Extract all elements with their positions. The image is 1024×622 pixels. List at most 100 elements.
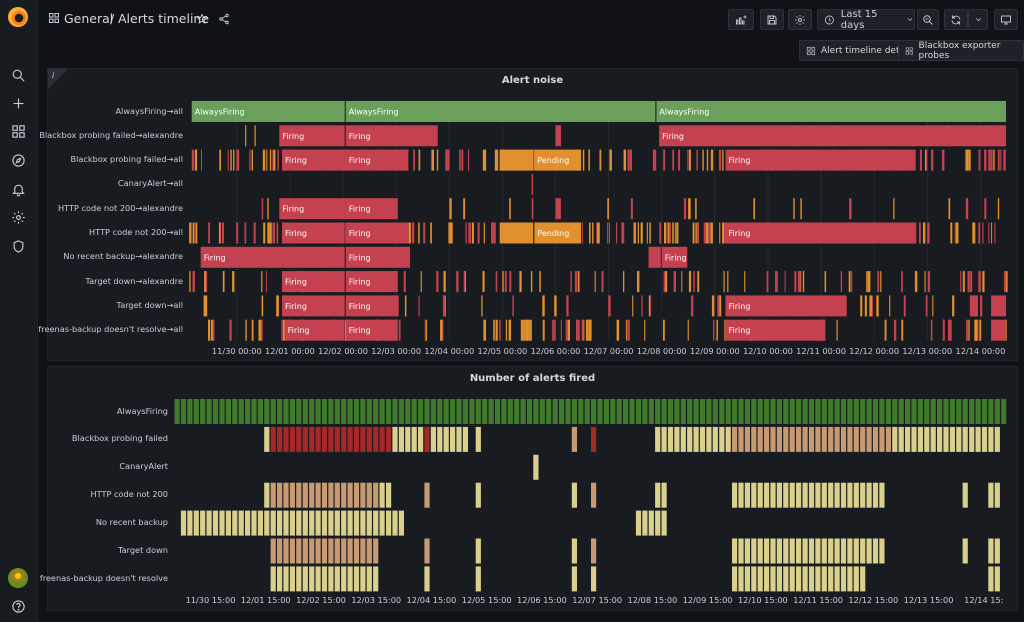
count-cell[interactable] (930, 399, 936, 424)
count-cell[interactable] (834, 566, 840, 592)
count-cell[interactable] (264, 399, 270, 424)
state-tick[interactable] (880, 271, 882, 293)
count-cell[interactable] (334, 510, 340, 536)
state-tick[interactable] (482, 271, 485, 293)
state-tick[interactable] (967, 271, 970, 293)
state-span[interactable] (661, 246, 688, 268)
count-cell[interactable] (475, 482, 481, 508)
count-cell[interactable] (488, 399, 494, 424)
state-tick[interactable] (648, 295, 651, 317)
count-cell[interactable] (655, 510, 661, 536)
count-cell[interactable] (988, 399, 994, 424)
state-tick[interactable] (991, 149, 993, 171)
count-cell[interactable] (834, 399, 840, 424)
state-tick[interactable] (205, 295, 208, 317)
count-cell[interactable] (738, 426, 744, 452)
state-tick[interactable] (871, 295, 873, 317)
state-tick[interactable] (493, 319, 495, 341)
state-tick[interactable] (418, 149, 421, 171)
state-tick[interactable] (582, 149, 585, 171)
count-cell[interactable] (994, 566, 1000, 592)
count-cell[interactable] (462, 399, 468, 424)
count-cell[interactable] (289, 426, 295, 452)
count-cell[interactable] (251, 510, 257, 536)
state-tick[interactable] (902, 319, 904, 341)
count-cell[interactable] (366, 482, 372, 508)
count-cell[interactable] (661, 426, 667, 452)
state-span[interactable] (284, 319, 345, 341)
state-tick[interactable] (978, 149, 981, 171)
count-cell[interactable] (392, 510, 398, 536)
state-tick[interactable] (447, 149, 450, 171)
state-tick[interactable] (710, 222, 713, 244)
state-tick[interactable] (218, 222, 221, 244)
state-tick[interactable] (237, 149, 240, 171)
state-tick[interactable] (254, 125, 256, 147)
count-cell[interactable] (821, 482, 827, 508)
count-cell[interactable] (341, 399, 347, 424)
count-cell[interactable] (321, 426, 328, 452)
state-tick[interactable] (499, 319, 501, 341)
count-cell[interactable] (257, 510, 263, 536)
count-cell[interactable] (796, 566, 802, 592)
count-cell[interactable] (949, 399, 955, 424)
state-tick[interactable] (672, 149, 675, 171)
state-tick[interactable] (625, 319, 627, 341)
state-tick[interactable] (208, 319, 210, 341)
count-cell[interactable] (321, 399, 328, 424)
count-cell[interactable] (821, 538, 827, 564)
state-tick[interactable] (260, 319, 263, 341)
count-cell[interactable] (937, 426, 943, 452)
count-cell[interactable] (462, 426, 468, 452)
count-cell[interactable] (494, 399, 501, 424)
state-tick[interactable] (627, 149, 630, 171)
alerts-fired-panel[interactable]: Number of alerts fired AlwaysFiring Black… (40, 366, 1018, 611)
count-cell[interactable] (853, 399, 859, 424)
state-tick[interactable] (523, 319, 525, 341)
count-cell[interactable] (533, 454, 539, 480)
count-cell[interactable] (341, 510, 347, 536)
state-tick[interactable] (716, 319, 718, 341)
count-cell[interactable] (757, 482, 763, 508)
count-cell[interactable] (840, 482, 847, 508)
state-span[interactable] (969, 295, 977, 317)
count-cell[interactable] (757, 566, 763, 592)
count-cell[interactable] (456, 399, 462, 424)
state-tick[interactable] (566, 295, 569, 317)
count-cell[interactable] (943, 399, 949, 424)
count-cell[interactable] (661, 482, 667, 508)
count-cell[interactable] (712, 399, 718, 424)
state-tick[interactable] (398, 319, 401, 341)
state-tick[interactable] (577, 271, 580, 293)
state-tick[interactable] (836, 319, 838, 341)
count-cell[interactable] (648, 399, 654, 424)
timeline-row[interactable]: AlwaysFiring AlwaysFiring AlwaysFiring (191, 101, 1006, 122)
count-cell[interactable] (661, 510, 667, 536)
count-cell[interactable] (571, 426, 577, 452)
state-tick[interactable] (637, 222, 639, 244)
count-cell[interactable] (193, 399, 199, 424)
count-cell[interactable] (872, 538, 879, 564)
count-cell[interactable] (591, 482, 597, 508)
count-cell[interactable] (866, 426, 872, 452)
state-tick[interactable] (674, 222, 676, 244)
state-tick[interactable] (965, 149, 968, 171)
state-tick[interactable] (425, 319, 427, 341)
count-cell[interactable] (418, 399, 424, 424)
state-tick[interactable] (696, 222, 700, 244)
history-row[interactable] (264, 482, 1000, 508)
state-tick[interactable] (269, 149, 272, 171)
count-cell[interactable] (860, 482, 866, 508)
state-tick[interactable] (542, 295, 545, 317)
state-tick[interactable] (468, 222, 471, 244)
state-span[interactable] (991, 295, 1006, 317)
state-tick[interactable] (236, 149, 239, 171)
count-cell[interactable] (270, 510, 276, 536)
count-cell[interactable] (571, 538, 577, 564)
state-tick[interactable] (265, 271, 267, 293)
history-row[interactable] (270, 538, 1000, 564)
state-tick[interactable] (468, 149, 470, 171)
state-tick[interactable] (266, 149, 268, 171)
refresh-interval-dropdown[interactable] (968, 9, 988, 30)
count-cell[interactable] (616, 399, 622, 424)
